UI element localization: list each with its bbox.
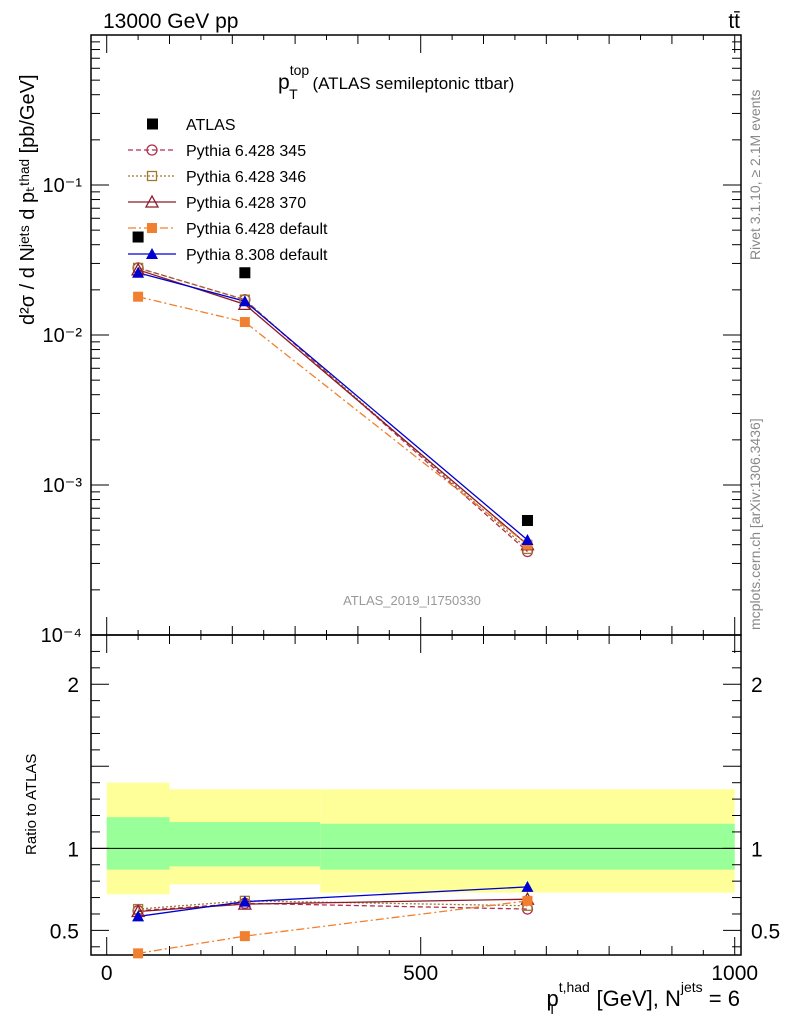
legend-label: Pythia 8.308 default [186, 247, 328, 264]
ratio-y-tick-label-right: 2 [751, 674, 763, 697]
legend-entry: Pythia 6.428 346 [128, 169, 306, 186]
legend-entry: Pythia 6.428 default [128, 221, 328, 238]
legend-marker [147, 223, 157, 233]
ratio-y-tick-label-right: 0.5 [751, 920, 780, 943]
ratio-frame [90, 634, 742, 956]
series-markers [131, 231, 535, 959]
ratio-point [522, 895, 533, 906]
ratio-point [239, 931, 250, 942]
main-point [521, 533, 534, 545]
legend-label: Pythia 6.428 370 [186, 195, 306, 212]
main-point [133, 291, 144, 302]
svg-text:Rivet 3.1.10, ≥ 2.1M events: Rivet 3.1.10, ≥ 2.1M events [747, 90, 763, 260]
legend-marker [144, 194, 160, 208]
main-line-4 [137, 296, 528, 546]
legend-entry: ATLAS [147, 117, 236, 134]
band-green-1 [169, 822, 321, 867]
ratio-point [238, 895, 251, 907]
legend-label: ATLAS [186, 117, 236, 134]
ratio-point [521, 880, 534, 892]
ratio-y-axis-label: Ratio to ATLAS [23, 754, 40, 855]
rivet-info: Rivet 3.1.10, ≥ 2.1M events [747, 90, 763, 260]
legend-label: Pythia 6.428 default [186, 221, 328, 238]
legend-label: Pythia 6.428 345 [186, 143, 306, 160]
legend-marker [146, 170, 158, 182]
svg-text:mcplots.cern.ch [arXiv:1306.34: mcplots.cern.ch [arXiv:1306.3436] [747, 418, 763, 630]
ratio-y-tick-label-right: 1 [751, 838, 763, 861]
main-point [239, 267, 251, 279]
legend-marker [147, 118, 158, 130]
main-panel: ptop T (ATLAS semileptonic ttbar) ATLAS_2… [278, 62, 514, 608]
axis-ticks: 0 500 1000 10⁻¹ 10⁻² 10⁻³ 10⁻⁴ 2 2 1 1 0.5 0.5 [41, 34, 780, 985]
ratio-y-tick-label: 0.5 [50, 920, 79, 943]
x-tick-label: 500 [403, 962, 438, 985]
process-label: tt̄ [728, 10, 740, 33]
legend-marker [146, 144, 158, 156]
legend: ATLAS Pythia 6.428 345 Pythia 6.428 346 Pyt… [128, 117, 328, 264]
legend-entry: Pythia 8.308 default [128, 247, 328, 264]
main-point [238, 295, 251, 307]
beam-label: 13000 GeV pp [103, 10, 238, 33]
x-axis-label: pt,had T [GeV], Njets = 6 [546, 979, 740, 1017]
svg-text:Ratio to ATLAS: Ratio to ATLAS [23, 754, 40, 855]
main-point [239, 317, 250, 328]
main-y-axis-label: d²σ / d Nʲᵉᵗˢ d pₜᵗʰᵃᵈ [pb/GeV] [17, 74, 39, 325]
main-title: ptop T (ATLAS semileptonic ttbar) [278, 62, 514, 102]
legend-marker [146, 248, 158, 259]
analysis-label: ATLAS_2019_I1750330 [343, 593, 481, 608]
band-green-0 [106, 817, 170, 870]
main-line-1 [137, 267, 528, 553]
ratio-point [133, 948, 144, 959]
y-tick-label: 10⁻¹ [43, 175, 83, 197]
svg-text:d²σ / d Nʲᵉᵗˢ d pₜᵗʰᵃᵈ [pb/GeV: d²σ / d Nʲᵉᵗˢ d pₜᵗʰᵃᵈ [pb/GeV] [17, 74, 39, 325]
legend-entry: Pythia 6.428 345 [128, 143, 306, 160]
ratio-y-tick-label: 1 [67, 838, 79, 861]
uncertainty-bands [91, 782, 741, 895]
x-tick-label: 1000 [711, 962, 758, 985]
ratio-y-tick-label: 2 [67, 674, 79, 697]
x-tick-label: 0 [101, 962, 113, 985]
legend-label: Pythia 6.428 346 [186, 169, 306, 186]
ratio-point [132, 910, 145, 922]
main-point [521, 514, 533, 526]
main-point [132, 266, 145, 278]
y-tick-label: 10⁻³ [43, 475, 83, 497]
mcplots-info: mcplots.cern.ch [arXiv:1306.3436] [747, 418, 763, 630]
band-green-2 [320, 823, 735, 870]
main-point [132, 231, 144, 243]
legend-entry: Pythia 6.428 370 [128, 194, 306, 212]
main-line-2 [137, 267, 528, 550]
y-tick-label: 10⁻² [43, 325, 83, 347]
y-tick-label: 10⁻⁴ [41, 625, 82, 647]
